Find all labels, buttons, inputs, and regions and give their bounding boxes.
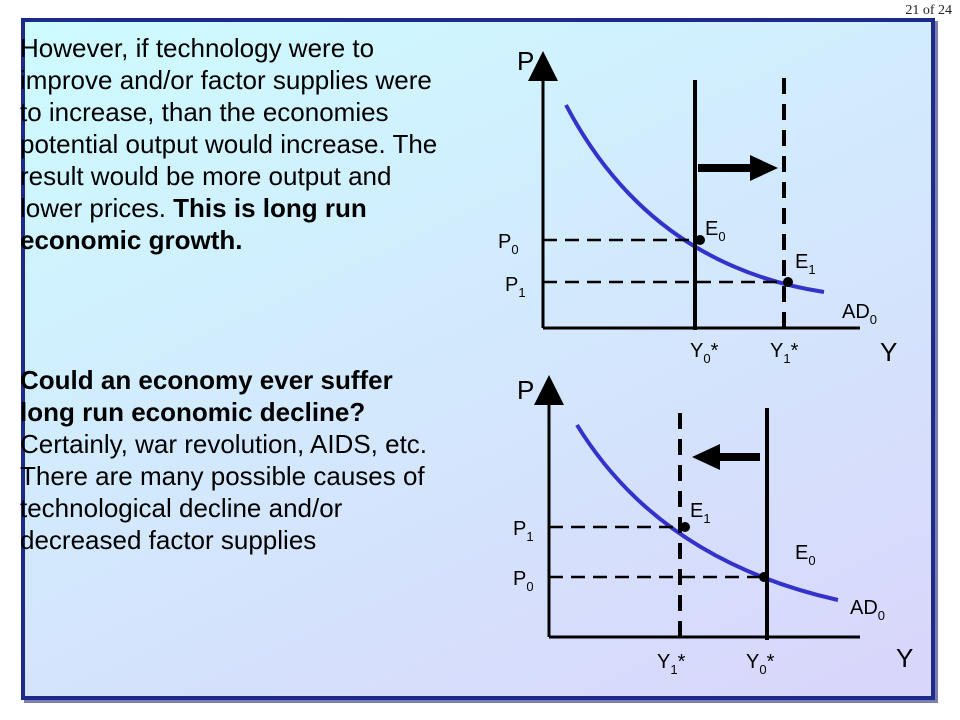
label-e0: E0 — [705, 218, 726, 244]
growth-conclusion: This is long run economic growth. — [20, 193, 367, 255]
label-y0-star: Y0* — [690, 340, 719, 366]
aggregate-demand-curve — [575, 423, 839, 602]
label-e0: E0 — [795, 542, 816, 568]
label-ad0: AD0 — [850, 597, 885, 623]
page-number: 21 of 24 — [905, 3, 952, 18]
price-axis-label: P — [517, 375, 534, 405]
equilibrium-point-e0 — [695, 235, 705, 245]
growth-diagram: P Y P0 P1 E0 E1 AD0 Y0* Y1* — [498, 46, 897, 367]
label-p1: P1 — [505, 274, 526, 300]
equilibrium-point-e1 — [680, 522, 690, 532]
label-y0-star: Y0* — [746, 651, 775, 677]
shift-arrow-head — [692, 444, 720, 470]
price-axis-label: P — [517, 46, 534, 76]
output-axis-label: Y — [896, 643, 913, 673]
equilibrium-point-e1 — [783, 277, 793, 287]
aggregate-demand-curve — [564, 104, 825, 294]
decline-answer: Certainly, war revolution, AIDS, etc. Th… — [20, 429, 428, 555]
label-e1: E1 — [795, 251, 816, 277]
growth-paragraph: However, if technology were to improve a… — [20, 32, 440, 256]
label-y1-star: Y1* — [770, 340, 799, 366]
label-ad0: AD0 — [842, 301, 877, 327]
equilibrium-point-e0 — [759, 572, 769, 582]
label-p0: P0 — [498, 231, 519, 257]
shift-arrow-head — [750, 155, 778, 181]
label-e1: E1 — [690, 500, 711, 526]
label-p1: P1 — [513, 518, 534, 544]
output-axis-label: Y — [880, 337, 897, 367]
label-p0: P0 — [513, 568, 534, 594]
decline-diagram: P Y P1 P0 E1 E0 AD0 Y1* Y0* — [513, 375, 913, 677]
label-y1-star: Y1* — [657, 651, 686, 677]
growth-text: However, if technology were to improve a… — [20, 33, 438, 223]
decline-question: Could an economy ever suffer long run ec… — [20, 365, 393, 427]
decline-paragraph: Could an economy ever suffer long run ec… — [20, 364, 440, 556]
